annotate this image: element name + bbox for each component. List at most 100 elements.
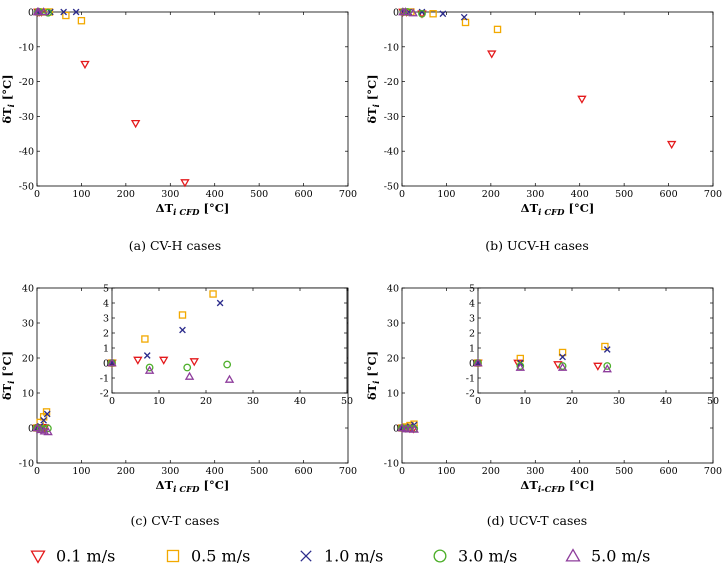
y-axis-title: δTi [°C] <box>0 351 17 400</box>
x-axis-title: ΔTi-CFD [°C] <box>520 478 594 495</box>
data-point <box>180 179 190 188</box>
data-point <box>418 8 426 16</box>
inset-data-point <box>143 352 151 359</box>
legend-item-5-0: 5.0 m/s <box>565 547 650 566</box>
y-tick-label: 0 <box>393 8 399 19</box>
data-point <box>130 120 141 129</box>
legend-item-1-0: 1.0 m/s <box>300 547 383 566</box>
data-point <box>408 8 418 17</box>
series-5-0 <box>32 423 53 436</box>
y-tick-label: 40 <box>22 284 34 295</box>
inset-y-tick-label: 1 <box>469 344 475 355</box>
y-tick-label: -10 <box>384 459 399 470</box>
data-point <box>32 423 42 432</box>
inset-y-tick-label: -1 <box>100 374 109 385</box>
panel-caption: (d) UCV-T cases <box>487 513 587 528</box>
x-tick-label: 500 <box>615 466 633 477</box>
x-tick-label: 500 <box>250 466 268 477</box>
inset-data-point <box>516 354 525 363</box>
legend-marker-icon <box>30 550 46 564</box>
legend-item-3-0: 3.0 m/s <box>433 547 517 566</box>
x-tick-label: 400 <box>206 189 224 200</box>
data-point <box>460 13 468 21</box>
x-tick-label: 200 <box>482 189 500 200</box>
inset-data-point <box>601 342 609 351</box>
y-tick-label: -40 <box>384 147 399 158</box>
x-tick-label: 100 <box>437 466 455 477</box>
x-tick-label: 500 <box>250 189 268 200</box>
inset-y-tick-label: -1 <box>466 374 475 385</box>
data-point <box>487 50 497 59</box>
inset-y-tick-label: -2 <box>466 389 475 400</box>
legend-marker-icon <box>565 548 581 562</box>
data-point <box>80 60 90 70</box>
data-point <box>409 424 419 433</box>
y-tick-label: -20 <box>19 77 34 88</box>
y-tick-label: 20 <box>22 354 34 365</box>
inset-y-tick-label: 4 <box>103 299 109 310</box>
inset-data-point <box>557 362 568 371</box>
data-point <box>35 424 46 434</box>
y-tick-label: 0 <box>28 8 34 19</box>
x-tick-label: 600 <box>660 189 678 200</box>
frame <box>36 11 349 187</box>
y-tick-label: 10 <box>387 389 399 400</box>
legend-marker-icon <box>166 549 180 563</box>
inset-data-point <box>144 365 155 374</box>
inset-data-point <box>224 374 235 383</box>
y-axis-title: δTi [°C] <box>0 74 17 123</box>
inset-data-point <box>184 371 195 380</box>
inset-y-tick-label: 0 <box>469 359 475 370</box>
data-point <box>72 8 80 16</box>
inset-y-tick-label: 5 <box>103 284 109 295</box>
inset-data-point <box>189 358 199 367</box>
data-point <box>577 95 587 104</box>
data-point <box>439 10 447 18</box>
data-point <box>62 11 70 20</box>
data-point <box>77 16 86 25</box>
x-tick-label: 200 <box>117 466 135 477</box>
legend-marker-icon <box>433 549 447 563</box>
data-point <box>34 7 44 16</box>
x-tick-label: 0 <box>399 466 405 477</box>
legend-marker-icon <box>300 550 312 562</box>
y-tick-label: -40 <box>19 147 34 158</box>
inset-data-point <box>209 290 217 298</box>
x-tick-label: 500 <box>615 189 633 200</box>
x-tick-label: 0 <box>399 189 405 200</box>
inset-data-point <box>108 359 116 367</box>
inset-y-tick-label: 3 <box>469 314 475 325</box>
series-5-0 <box>398 7 418 17</box>
panel-a: 0 100 200 300 400 500 600 700 -50 -40 -30 -20 -10 0 ΔT… <box>0 7 357 253</box>
x-axis-title: ΔTi CFD [°C] <box>156 478 230 495</box>
inset-frame <box>477 287 714 394</box>
x-tick-label: 400 <box>206 466 224 477</box>
inset-data-point <box>141 335 149 343</box>
inset-data-point <box>593 362 603 371</box>
y-tick-label: -10 <box>19 459 34 470</box>
data-point <box>60 8 67 16</box>
x-tick-label: 700 <box>339 189 357 200</box>
data-point <box>44 8 52 17</box>
inset-y-tick-label: 4 <box>469 299 475 310</box>
inset-x-tick-label: 50 <box>707 396 719 407</box>
data-point <box>397 423 407 432</box>
inset-y-tick-label: 2 <box>103 329 109 340</box>
data-point <box>40 416 48 424</box>
inset-x-tick-label: 40 <box>294 396 306 407</box>
y-tick-label: 30 <box>387 319 399 330</box>
y-tick-label: 0 <box>393 424 399 435</box>
legend-item-0-5: 0.5 m/s <box>166 547 250 566</box>
inset-x-tick-label: 30 <box>247 396 259 407</box>
inset-data-point <box>474 359 482 367</box>
x-tick-label: 700 <box>339 466 357 477</box>
data-point <box>429 10 437 18</box>
inset-y-tick-label: 2 <box>469 329 475 340</box>
x-tick-label: 600 <box>660 466 678 477</box>
x-tick-label: 400 <box>571 189 589 200</box>
inset-x-tick-label: 10 <box>519 396 531 407</box>
panel-caption: (b) UCV-H cases <box>485 238 589 253</box>
x-tick-label: 700 <box>704 189 722 200</box>
